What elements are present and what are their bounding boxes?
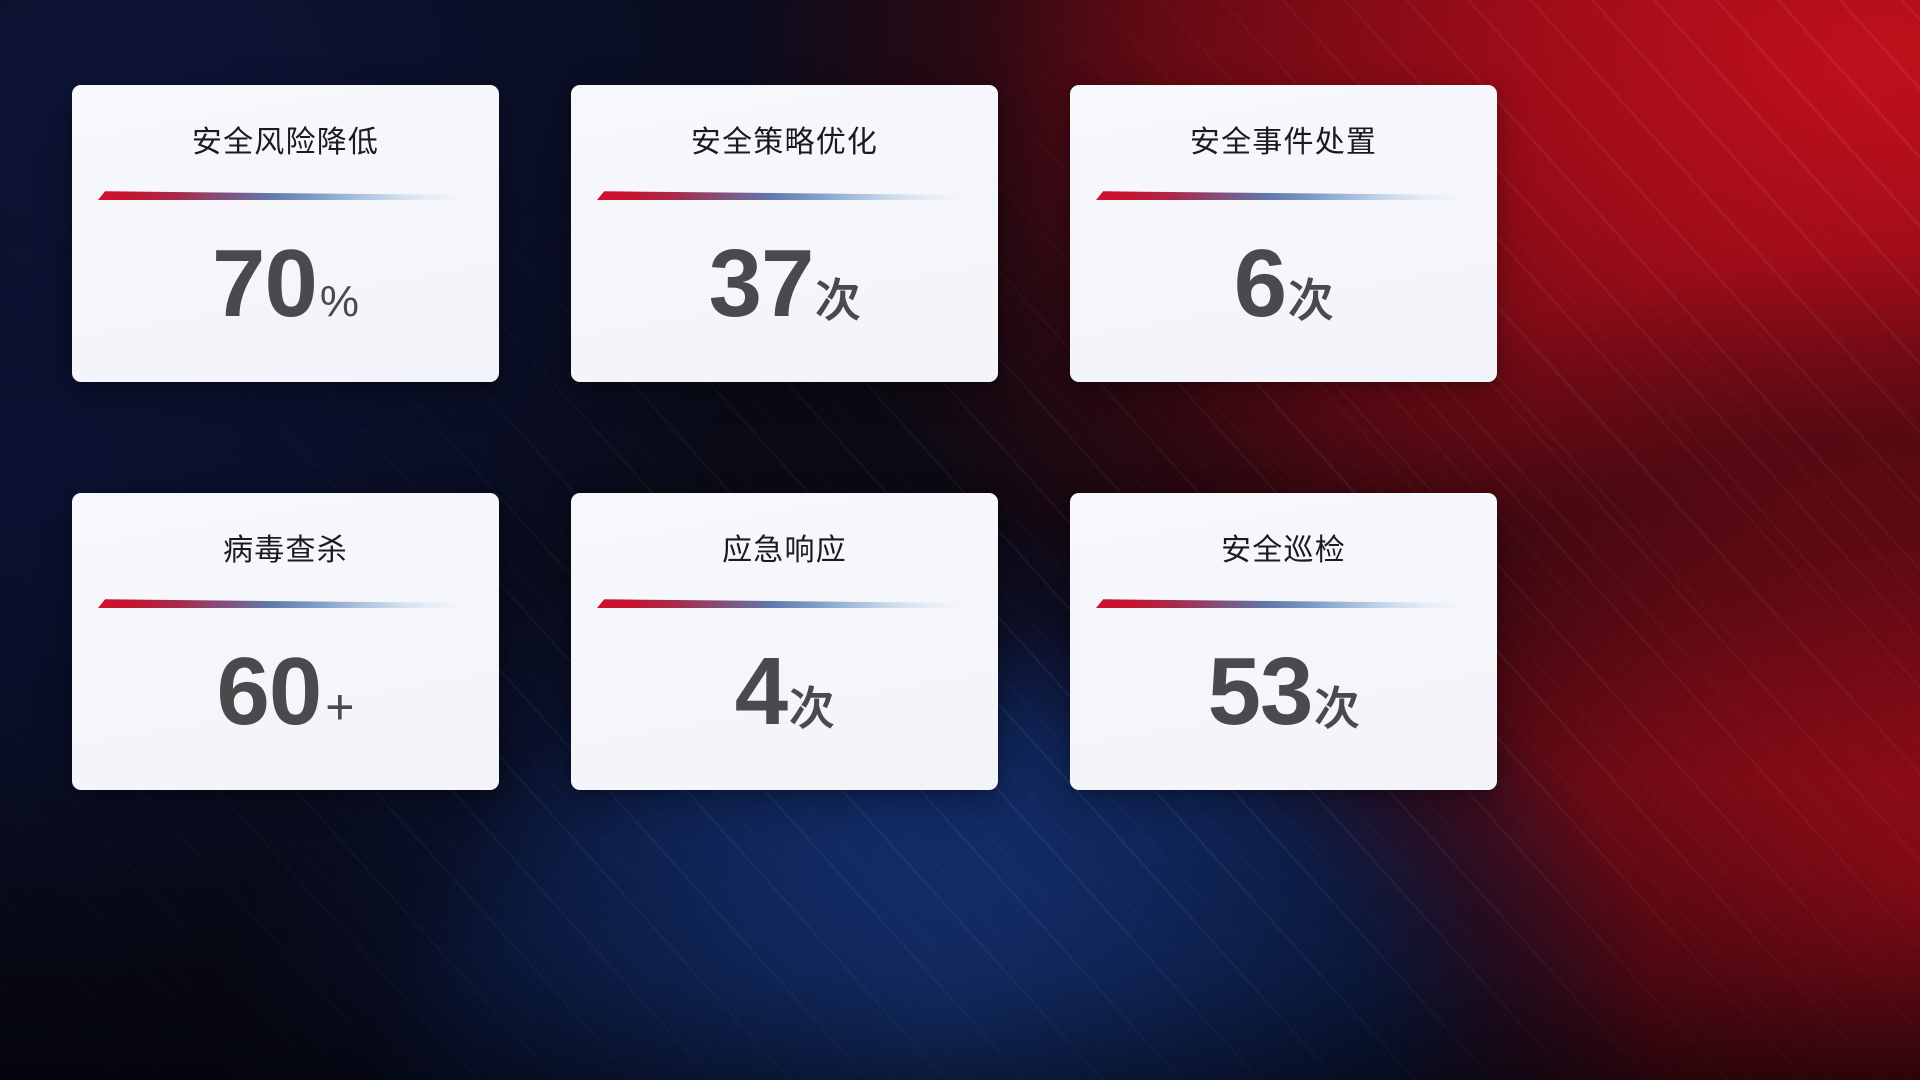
metric-card[interactable]: 安全巡检 53 次 bbox=[1070, 493, 1497, 790]
metric-divider bbox=[1096, 187, 1471, 200]
metric-divider bbox=[98, 595, 473, 608]
metric-value-number: 6 bbox=[1233, 230, 1287, 338]
metric-divider-gradient-bar bbox=[98, 599, 473, 608]
metric-value-number: 70 bbox=[212, 230, 318, 338]
metric-divider bbox=[597, 187, 972, 200]
metric-value-group: 70 % bbox=[212, 230, 359, 338]
metric-card[interactable]: 安全风险降低 70 % bbox=[72, 85, 499, 382]
metric-value-number: 53 bbox=[1207, 638, 1314, 746]
metric-value-group: 60 + bbox=[216, 638, 355, 746]
metric-card[interactable]: 安全策略优化 37 次 bbox=[571, 85, 998, 382]
metric-value-unit: + bbox=[325, 679, 355, 736]
metric-divider bbox=[597, 595, 972, 608]
metric-divider-gradient-bar bbox=[597, 599, 972, 608]
metric-card[interactable]: 安全事件处置 6 次 bbox=[1070, 85, 1497, 382]
metric-title: 安全策略优化 bbox=[690, 126, 879, 159]
metric-divider-gradient-bar bbox=[98, 191, 473, 200]
metric-divider-gradient-bar bbox=[1096, 599, 1471, 608]
metric-value-number: 4 bbox=[734, 638, 788, 746]
metric-divider bbox=[1096, 595, 1471, 608]
metric-title: 病毒查杀 bbox=[223, 534, 348, 567]
metric-divider-gradient-bar bbox=[597, 191, 972, 200]
metric-divider-gradient-bar bbox=[1096, 191, 1471, 200]
metric-value-unit: % bbox=[319, 277, 359, 327]
metric-value-group: 6 次 bbox=[1233, 230, 1334, 338]
metric-value-number: 37 bbox=[708, 230, 815, 338]
metric-card-grid: 安全风险降低 70 % 安全策略优化 37 次 安全事件处置 bbox=[72, 85, 1497, 790]
metric-value-unit: 次 bbox=[815, 275, 861, 327]
metric-value-unit: 次 bbox=[789, 683, 835, 735]
metric-value-group: 4 次 bbox=[734, 638, 835, 746]
metric-card[interactable]: 应急响应 4 次 bbox=[571, 493, 998, 790]
metric-value-unit: 次 bbox=[1314, 683, 1360, 735]
metric-title: 安全风险降低 bbox=[191, 126, 380, 159]
metric-divider bbox=[98, 187, 473, 200]
metric-value-group: 53 次 bbox=[1207, 638, 1360, 746]
metric-title: 安全巡检 bbox=[1221, 534, 1346, 567]
metric-value-number: 60 bbox=[216, 638, 323, 746]
metric-value-unit: 次 bbox=[1288, 275, 1334, 327]
metric-card[interactable]: 病毒查杀 60 + bbox=[72, 493, 499, 790]
metric-title: 安全事件处置 bbox=[1189, 126, 1378, 159]
metric-value-group: 37 次 bbox=[708, 230, 861, 338]
metric-title: 应急响应 bbox=[722, 534, 847, 567]
